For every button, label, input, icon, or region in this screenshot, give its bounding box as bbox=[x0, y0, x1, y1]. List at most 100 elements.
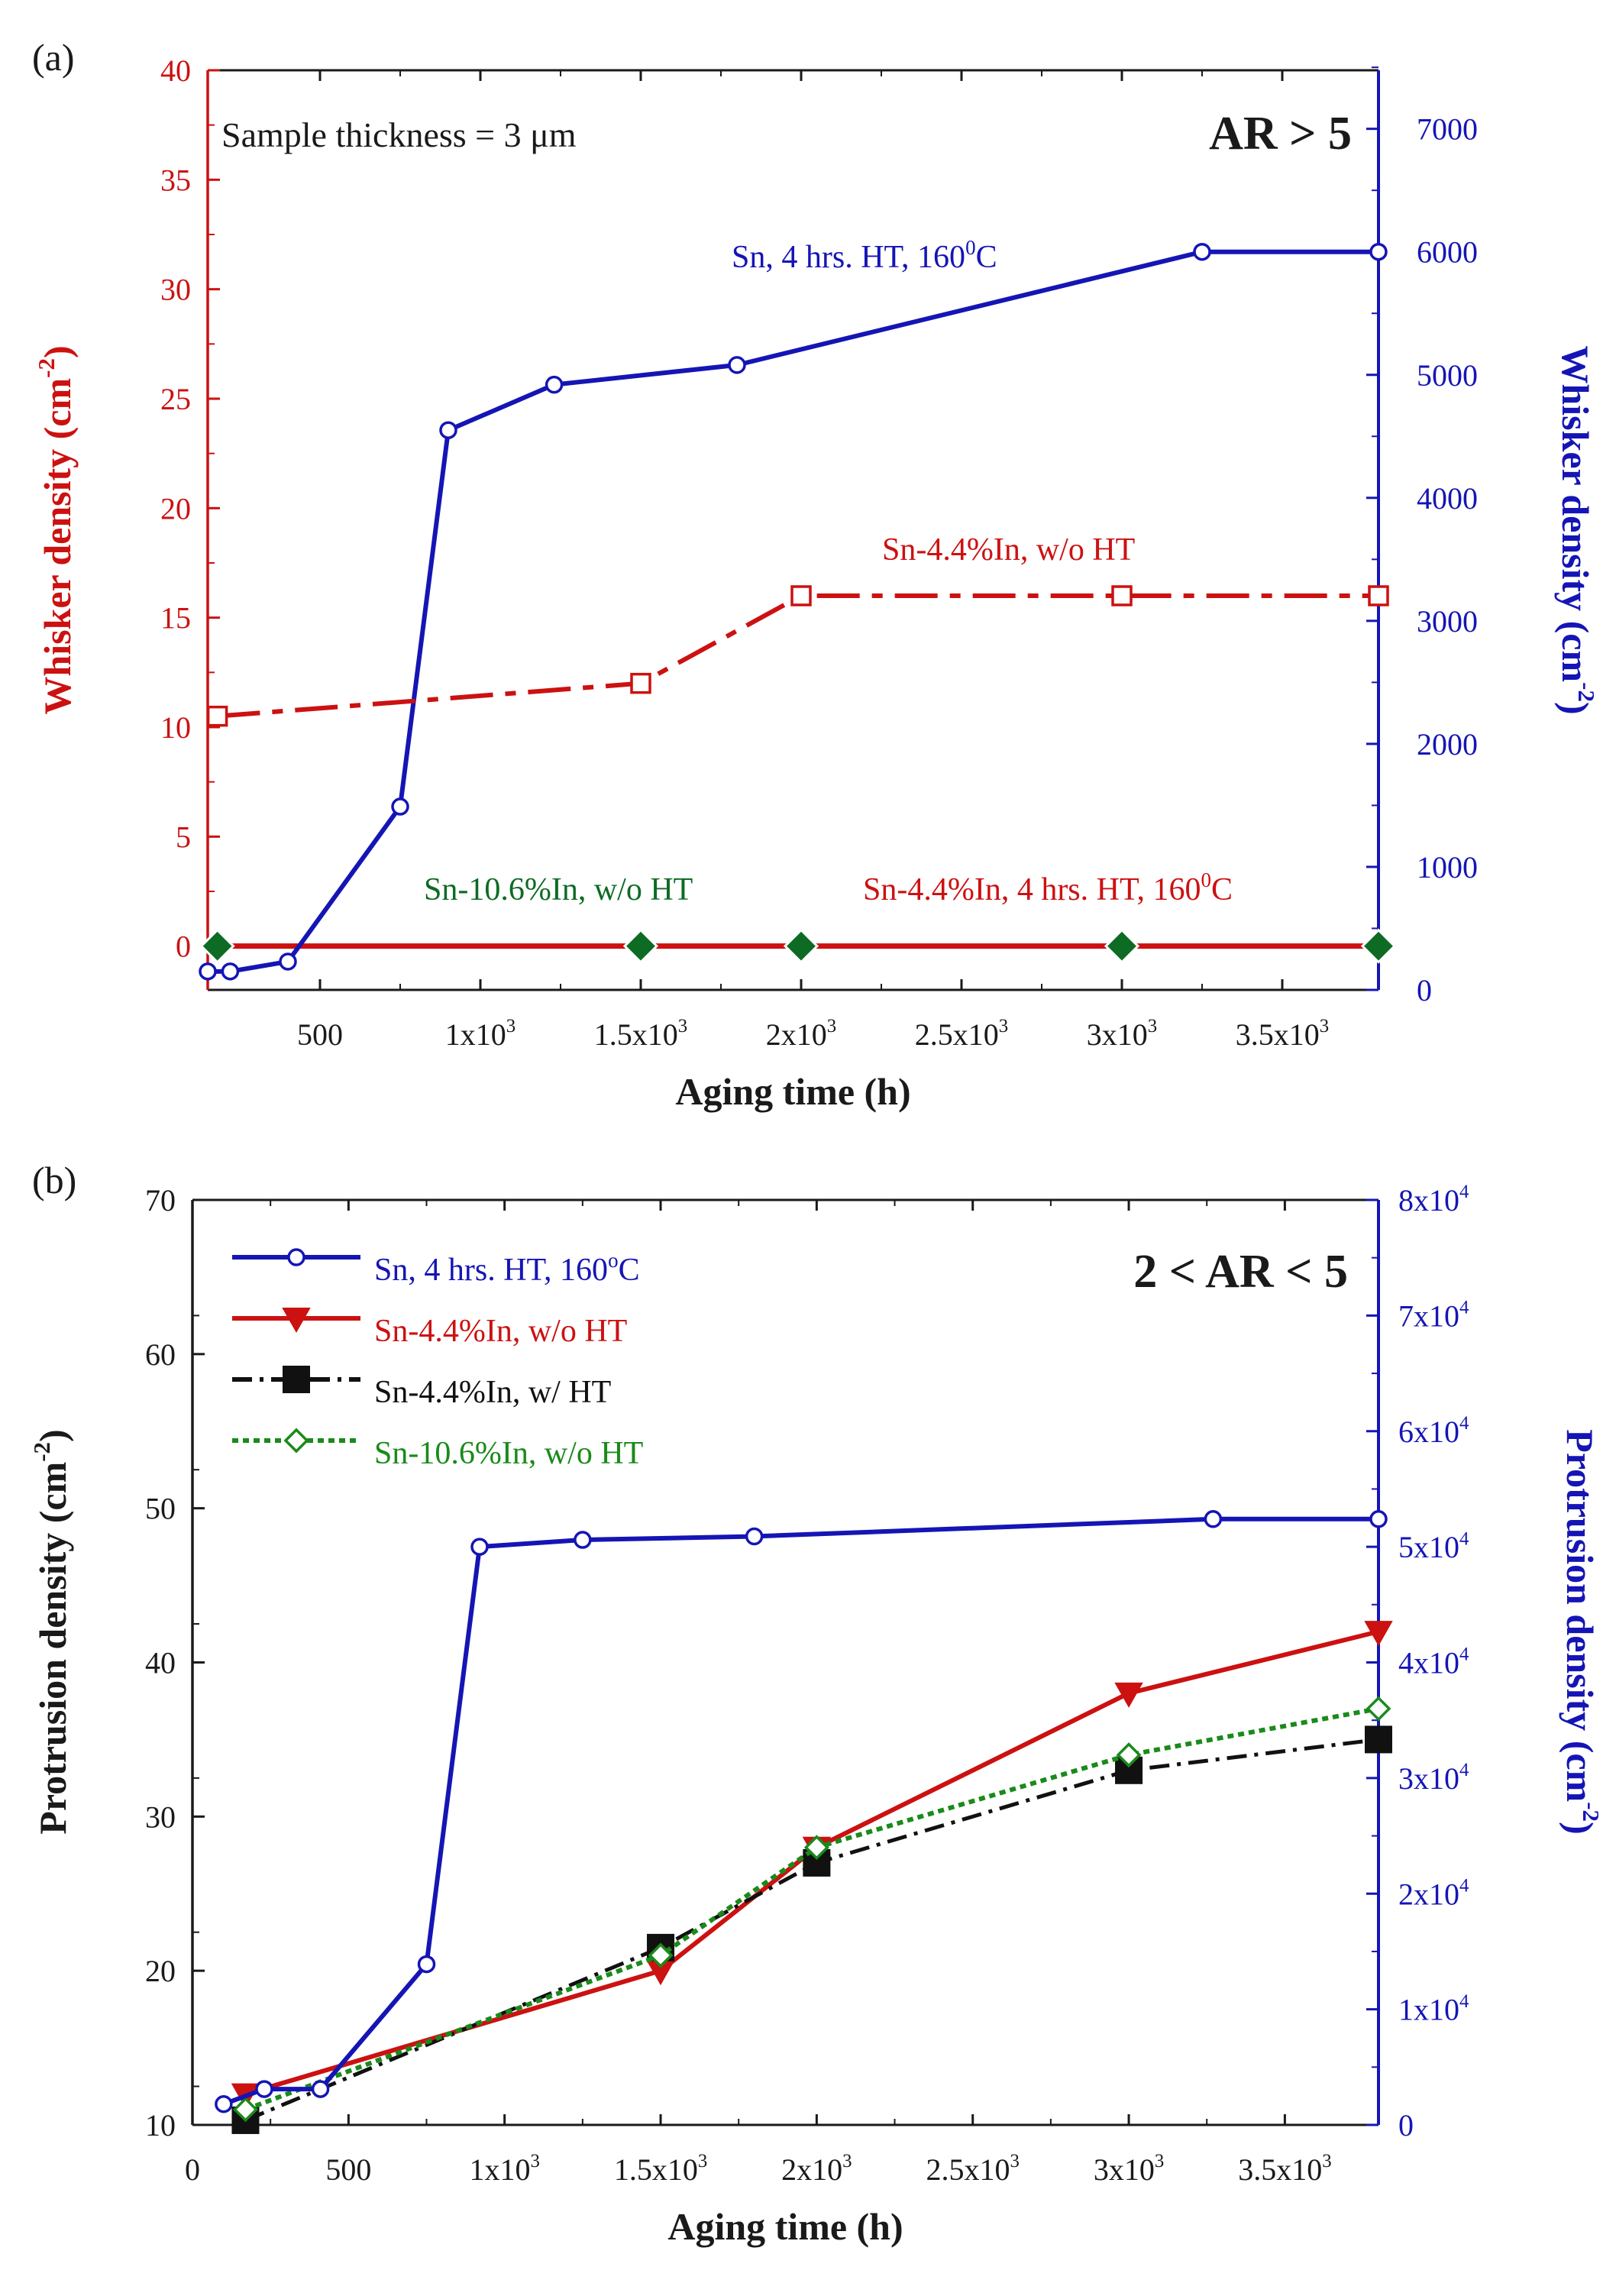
text-span: -2 bbox=[33, 358, 60, 378]
panel-b-sn44-point bbox=[1114, 1682, 1143, 1708]
text-span: ) bbox=[36, 345, 79, 358]
panel-a-xlabel: Aging time (h) bbox=[675, 1070, 910, 1113]
panel-b-sn-point bbox=[255, 2080, 273, 2098]
panel-b-ytick-right-label: 3x104 bbox=[1398, 1760, 1469, 1796]
panel-a-sn44-line bbox=[217, 593, 1378, 719]
panel-b-ytick-right-label: 7x104 bbox=[1398, 1298, 1469, 1334]
text-span: Sn-4.4%In, w/ HT bbox=[374, 1375, 611, 1410]
panel-b-sn-series bbox=[215, 1510, 1388, 2113]
text-span: ) bbox=[1554, 702, 1597, 715]
text-span: 3 bbox=[1320, 1016, 1329, 1036]
panel-a-sn-point bbox=[545, 375, 564, 394]
text-span: 4 bbox=[1459, 1760, 1469, 1780]
panel-b-sn106-point bbox=[803, 1835, 829, 1861]
panel-a-sn44-point bbox=[1368, 585, 1389, 606]
panel-a-sn106-point bbox=[199, 928, 235, 964]
panel-a-label: (a) bbox=[32, 36, 75, 79]
text-span: o bbox=[608, 1249, 619, 1272]
text-span: 4 bbox=[1459, 1875, 1469, 1896]
panel-b-sn106-point bbox=[648, 1942, 674, 1968]
text-span: Sn, 4 hrs. HT, 160 bbox=[374, 1253, 608, 1288]
panel-a-ytick-right-label: 5000 bbox=[1417, 358, 1478, 393]
legend-label: Sn-4.4%In, w/o HT bbox=[374, 1314, 627, 1349]
panel-a-sn-point bbox=[391, 797, 409, 816]
panel-b-xtick-label: 1.5x103 bbox=[614, 2151, 707, 2187]
panel-b-ytick-right-label: 5x104 bbox=[1398, 1528, 1469, 1564]
legend-marker bbox=[287, 1248, 305, 1266]
panel-a-sn-series bbox=[199, 242, 1388, 981]
text-span: Sn-4.4%In, w/o HT bbox=[374, 1314, 627, 1349]
panel-a-sn106-point bbox=[783, 928, 819, 964]
panel-a-sn106-point bbox=[1104, 928, 1140, 964]
panel-a-xtick-label: 3.5x103 bbox=[1236, 1016, 1329, 1052]
text-span: Sn-4.4%In, 4 hrs. HT, 160 bbox=[863, 872, 1201, 907]
panel-a-ylabel-left: Whisker density (cm-2) bbox=[33, 345, 79, 714]
text-span: Protrusion density (cm bbox=[31, 1462, 74, 1835]
panel-a-xtick-label: 2x103 bbox=[766, 1016, 836, 1052]
text-span: C bbox=[619, 1253, 640, 1288]
panel-b-ytick-right-label: 6x104 bbox=[1398, 1413, 1469, 1449]
text-span: -2 bbox=[28, 1442, 55, 1462]
text-span: 4 bbox=[1459, 1413, 1469, 1434]
text-span: -2 bbox=[1573, 682, 1600, 702]
text-span: 4 bbox=[1459, 1298, 1469, 1318]
panel-a-sn-point bbox=[199, 962, 217, 981]
panel-a-ytick-right-label: 1000 bbox=[1417, 850, 1478, 884]
text-span: 5x10 bbox=[1398, 1530, 1459, 1564]
legend-marker bbox=[283, 1366, 310, 1393]
text-span: 2.5x10 bbox=[915, 1017, 999, 1052]
panel-a-sn44-series bbox=[206, 585, 1389, 727]
text-span: 500 bbox=[297, 1017, 343, 1052]
text-span: 3 bbox=[530, 2151, 539, 2171]
panel-b-sn44-ht-line bbox=[244, 1737, 1379, 2123]
legend-label: Sn-4.4%In, w/ HT bbox=[374, 1375, 611, 1410]
text-span: ) bbox=[1559, 1822, 1601, 1835]
panel-b-ylabel-left: Protrusion density (cm-2) bbox=[28, 1429, 74, 1834]
panel-b-ytick-right-label: 1x104 bbox=[1398, 1991, 1469, 2027]
panel-a-ytick-label: 0 bbox=[176, 930, 191, 964]
text-span: 1x10 bbox=[469, 2152, 530, 2187]
legend-marker bbox=[282, 1308, 311, 1334]
panel-b-sn-point bbox=[215, 2095, 233, 2113]
text-span: 3.5x10 bbox=[1238, 2152, 1322, 2187]
text-span: Sn-10.6%In, w/o HT bbox=[374, 1436, 643, 1471]
text-span: 4 bbox=[1459, 1644, 1469, 1665]
panel-a-sn44-point bbox=[206, 705, 228, 727]
panel-a-ytick-label: 35 bbox=[160, 163, 191, 197]
panel-b-xtick-label: 1x103 bbox=[469, 2151, 539, 2187]
text-span: 1x10 bbox=[1398, 1993, 1459, 2027]
panel-b-ylabel-right: Protrusion density (cm-2) bbox=[1559, 1429, 1605, 1834]
panel-a-sn44-point bbox=[1111, 585, 1133, 606]
text-span: C bbox=[1211, 872, 1233, 907]
text-span: Whisker density (cm bbox=[1554, 345, 1597, 682]
text-span: 3 bbox=[1155, 2151, 1164, 2171]
panel-b-sn44-ht-series bbox=[231, 1725, 1392, 2134]
text-span: 3 bbox=[999, 1016, 1008, 1036]
panel-a-sn-line bbox=[208, 249, 1378, 974]
panel-a-sn106-label: Sn-10.6%In, w/o HT bbox=[424, 872, 693, 907]
panel-a-xtick-label: 3x103 bbox=[1087, 1016, 1157, 1052]
text-span: 0 bbox=[965, 236, 976, 259]
panel-b-legend: Sn, 4 hrs. HT, 160oC Sn-4.4%In, w/o HT Sn-… bbox=[232, 1248, 643, 1471]
text-span: 4 bbox=[1459, 1991, 1469, 2012]
text-span: 3 bbox=[1010, 2151, 1020, 2171]
panel-b-ytick-label: 20 bbox=[145, 1954, 176, 1988]
panel-b-xtick-label: 0 bbox=[185, 2152, 200, 2187]
panel-b-ytick-right-label: 8x104 bbox=[1398, 1182, 1469, 1218]
panel-a-ytick-label: 30 bbox=[160, 273, 191, 307]
panel-b-ytick-label: 60 bbox=[145, 1337, 176, 1372]
text-span: 7x10 bbox=[1398, 1298, 1459, 1333]
panel-b-ytick-label: 30 bbox=[145, 1800, 176, 1834]
panel-b-sn-point bbox=[574, 1531, 592, 1549]
text-span: 2.5x10 bbox=[926, 2152, 1010, 2187]
text-span: 3 bbox=[698, 2151, 707, 2171]
panel-a-sn44ht-label: Sn-4.4%In, 4 hrs. HT, 1600C bbox=[863, 868, 1233, 907]
text-span: 3x10 bbox=[1087, 1017, 1148, 1052]
text-span: 3 bbox=[678, 1016, 687, 1036]
panel-a-ytick-label: 25 bbox=[160, 382, 191, 416]
panel-b-ytick-label: 70 bbox=[145, 1183, 176, 1218]
panel-a-ytick-label: 40 bbox=[160, 53, 191, 88]
text-span: 1x10 bbox=[445, 1017, 506, 1052]
panel-b-ytick-label: 50 bbox=[145, 1492, 176, 1526]
